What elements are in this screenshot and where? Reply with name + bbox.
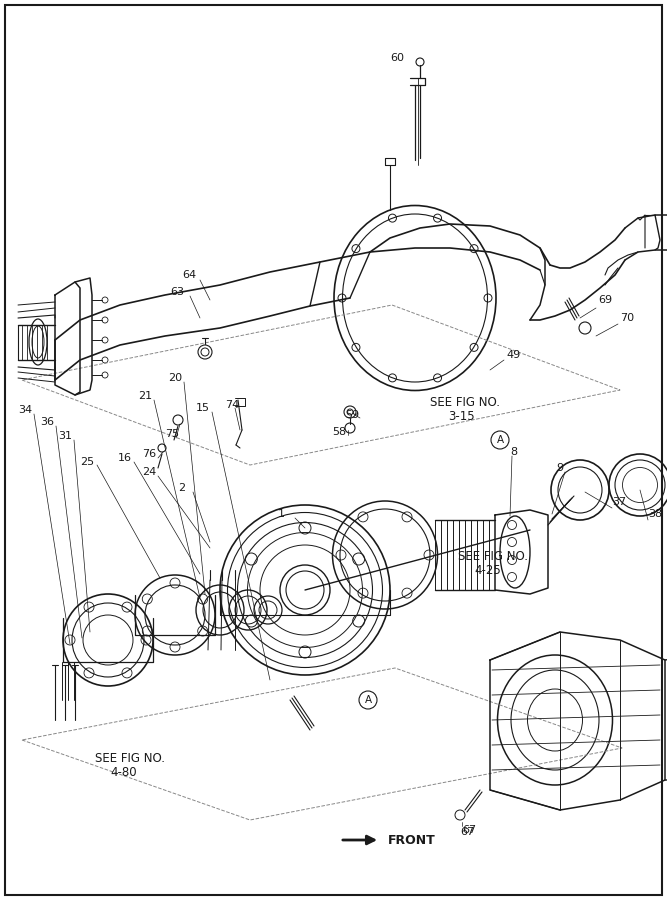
- Text: 25: 25: [80, 457, 94, 467]
- Text: 34: 34: [18, 405, 32, 415]
- Text: 2: 2: [178, 483, 185, 493]
- Text: 8: 8: [510, 447, 517, 457]
- Text: SEE FIG NO.: SEE FIG NO.: [430, 395, 500, 409]
- Text: 49: 49: [506, 350, 520, 360]
- Text: 69: 69: [598, 295, 612, 305]
- Text: 21: 21: [138, 391, 152, 401]
- Text: 59: 59: [345, 410, 359, 420]
- Text: 15: 15: [196, 403, 210, 413]
- Text: A: A: [496, 435, 504, 445]
- Text: 64: 64: [182, 270, 196, 280]
- Text: 1: 1: [278, 509, 285, 519]
- Text: 9: 9: [556, 463, 563, 473]
- Text: 75: 75: [165, 429, 179, 439]
- Text: 4-80: 4-80: [110, 766, 137, 778]
- Text: SEE FIG NO.: SEE FIG NO.: [458, 550, 528, 562]
- Text: 63: 63: [170, 287, 184, 297]
- Text: A: A: [364, 695, 372, 705]
- Text: SEE FIG NO.: SEE FIG NO.: [95, 752, 165, 764]
- Text: 4-25: 4-25: [474, 563, 501, 577]
- Text: 74: 74: [225, 400, 239, 410]
- Text: 24: 24: [142, 467, 156, 477]
- Text: 36: 36: [40, 417, 54, 427]
- Text: 67: 67: [462, 825, 476, 835]
- Text: 20: 20: [168, 373, 182, 383]
- Text: 16: 16: [118, 453, 132, 463]
- Text: 3-15: 3-15: [448, 410, 475, 422]
- Text: 37: 37: [612, 497, 626, 507]
- Text: 58: 58: [332, 427, 346, 437]
- Text: FRONT: FRONT: [388, 833, 436, 847]
- Text: 76: 76: [142, 449, 156, 459]
- Text: 67: 67: [460, 827, 474, 837]
- Text: 31: 31: [58, 431, 72, 441]
- Text: 70: 70: [620, 313, 634, 323]
- Text: 60: 60: [390, 53, 404, 63]
- Text: 38: 38: [648, 509, 662, 519]
